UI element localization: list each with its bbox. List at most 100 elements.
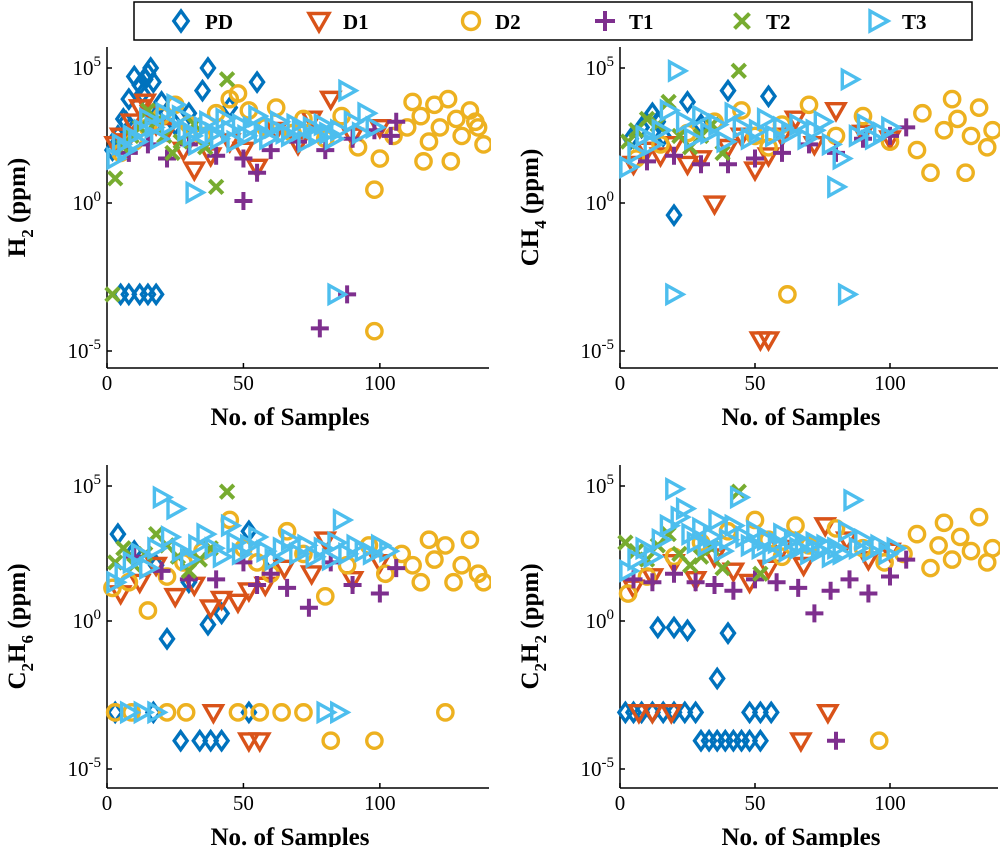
- x-tick-label: 100: [874, 371, 906, 395]
- data-point: [277, 521, 297, 541]
- data-point: [708, 508, 730, 532]
- data-point: [207, 146, 226, 165]
- legend-label-pd: PD: [205, 10, 233, 34]
- legend-label-t2: T2: [766, 10, 791, 34]
- y-axis-label: CH4 (ppm): [517, 149, 550, 267]
- legend-item-pd: PD: [171, 8, 233, 34]
- data-point: [791, 556, 816, 578]
- y-tick-base: 10: [586, 609, 607, 633]
- data-point: [740, 533, 763, 558]
- y-tick-exponent: 5: [94, 54, 102, 70]
- scatter-markers: [103, 56, 491, 341]
- data-point: [152, 485, 175, 510]
- y-tick-label: 105: [73, 472, 102, 498]
- data-point: [343, 576, 362, 595]
- y-tick-base: 10: [73, 609, 94, 633]
- data-point: [338, 78, 360, 103]
- y-tick-exponent: -5: [602, 337, 615, 353]
- data-point: [193, 115, 216, 140]
- data-point: [319, 121, 341, 145]
- data-point: [961, 541, 981, 561]
- data-point: [425, 550, 444, 569]
- data-point: [678, 618, 697, 643]
- legend-marker-d2: [460, 10, 482, 32]
- y-label-main: H: [4, 237, 31, 257]
- data-point: [212, 544, 235, 569]
- data-point: [133, 93, 158, 115]
- data-point: [810, 539, 833, 563]
- data-point: [659, 703, 684, 725]
- series-t3: [106, 485, 401, 725]
- data-point: [147, 282, 165, 307]
- data-point: [821, 581, 840, 600]
- y-axis-label: H2 (ppm): [4, 158, 37, 258]
- x-axis-label: No. of Samples: [210, 404, 369, 431]
- data-point: [815, 703, 840, 725]
- data-point: [746, 149, 764, 168]
- data-point: [675, 496, 698, 521]
- data-point: [245, 158, 270, 180]
- legend-item-t1: T1: [595, 10, 654, 34]
- data-point: [120, 282, 138, 307]
- legend-label-t3: T3: [902, 10, 927, 34]
- data-point: [104, 286, 121, 303]
- data-point: [942, 550, 962, 569]
- data-point: [365, 180, 384, 200]
- data-point: [381, 126, 400, 145]
- legend-item-d2: D2: [460, 10, 521, 34]
- data-point: [837, 282, 860, 307]
- data-point: [144, 70, 162, 95]
- data-point: [218, 71, 236, 88]
- data-point: [213, 728, 231, 753]
- data-point: [452, 126, 472, 146]
- data-point: [332, 508, 355, 532]
- data-point: [651, 118, 674, 143]
- data-point: [171, 104, 194, 128]
- legend-marker-t1: [595, 11, 615, 31]
- y-tick-base: 10: [586, 191, 607, 215]
- x-tick-label: 100: [874, 791, 906, 815]
- data-point: [983, 538, 1000, 558]
- y-tick-base: 10: [73, 474, 94, 498]
- data-point: [799, 95, 819, 115]
- data-point: [321, 731, 341, 751]
- data-point: [248, 70, 266, 95]
- data-point: [152, 90, 171, 114]
- y-tick-base: 10: [586, 474, 607, 498]
- data-point: [297, 129, 319, 154]
- data-point: [665, 282, 687, 307]
- y-tick-base: 10: [73, 56, 94, 80]
- data-point: [119, 700, 142, 725]
- data-point: [185, 180, 207, 205]
- y-tick-label: 100: [73, 607, 102, 633]
- data-point: [138, 601, 158, 620]
- data-point: [446, 109, 466, 129]
- legend-item-d1: D1: [306, 10, 369, 35]
- data-point: [692, 104, 714, 128]
- data-point: [689, 150, 713, 171]
- data-point: [907, 140, 927, 160]
- data-point: [375, 564, 395, 584]
- data-point: [248, 576, 267, 595]
- scatter-markers: [619, 58, 1000, 353]
- data-point: [397, 118, 417, 137]
- data-point: [294, 544, 313, 564]
- data-point: [869, 731, 889, 751]
- data-point: [172, 728, 190, 753]
- y-label-tail: (ppm): [4, 158, 31, 230]
- scatter-markers: [616, 476, 1000, 754]
- data-point: [692, 155, 710, 174]
- data-point: [438, 89, 458, 109]
- data-point: [272, 559, 297, 581]
- y-tick-label: 100: [586, 189, 615, 215]
- data-point: [379, 539, 401, 563]
- y-tick-exponent: -5: [89, 337, 102, 353]
- data-point: [686, 530, 709, 555]
- data-point: [729, 485, 752, 510]
- data-point: [209, 126, 232, 151]
- data-point: [365, 731, 384, 751]
- data-point: [164, 144, 181, 162]
- legend-marker-pd: [171, 8, 191, 34]
- data-point: [667, 58, 690, 83]
